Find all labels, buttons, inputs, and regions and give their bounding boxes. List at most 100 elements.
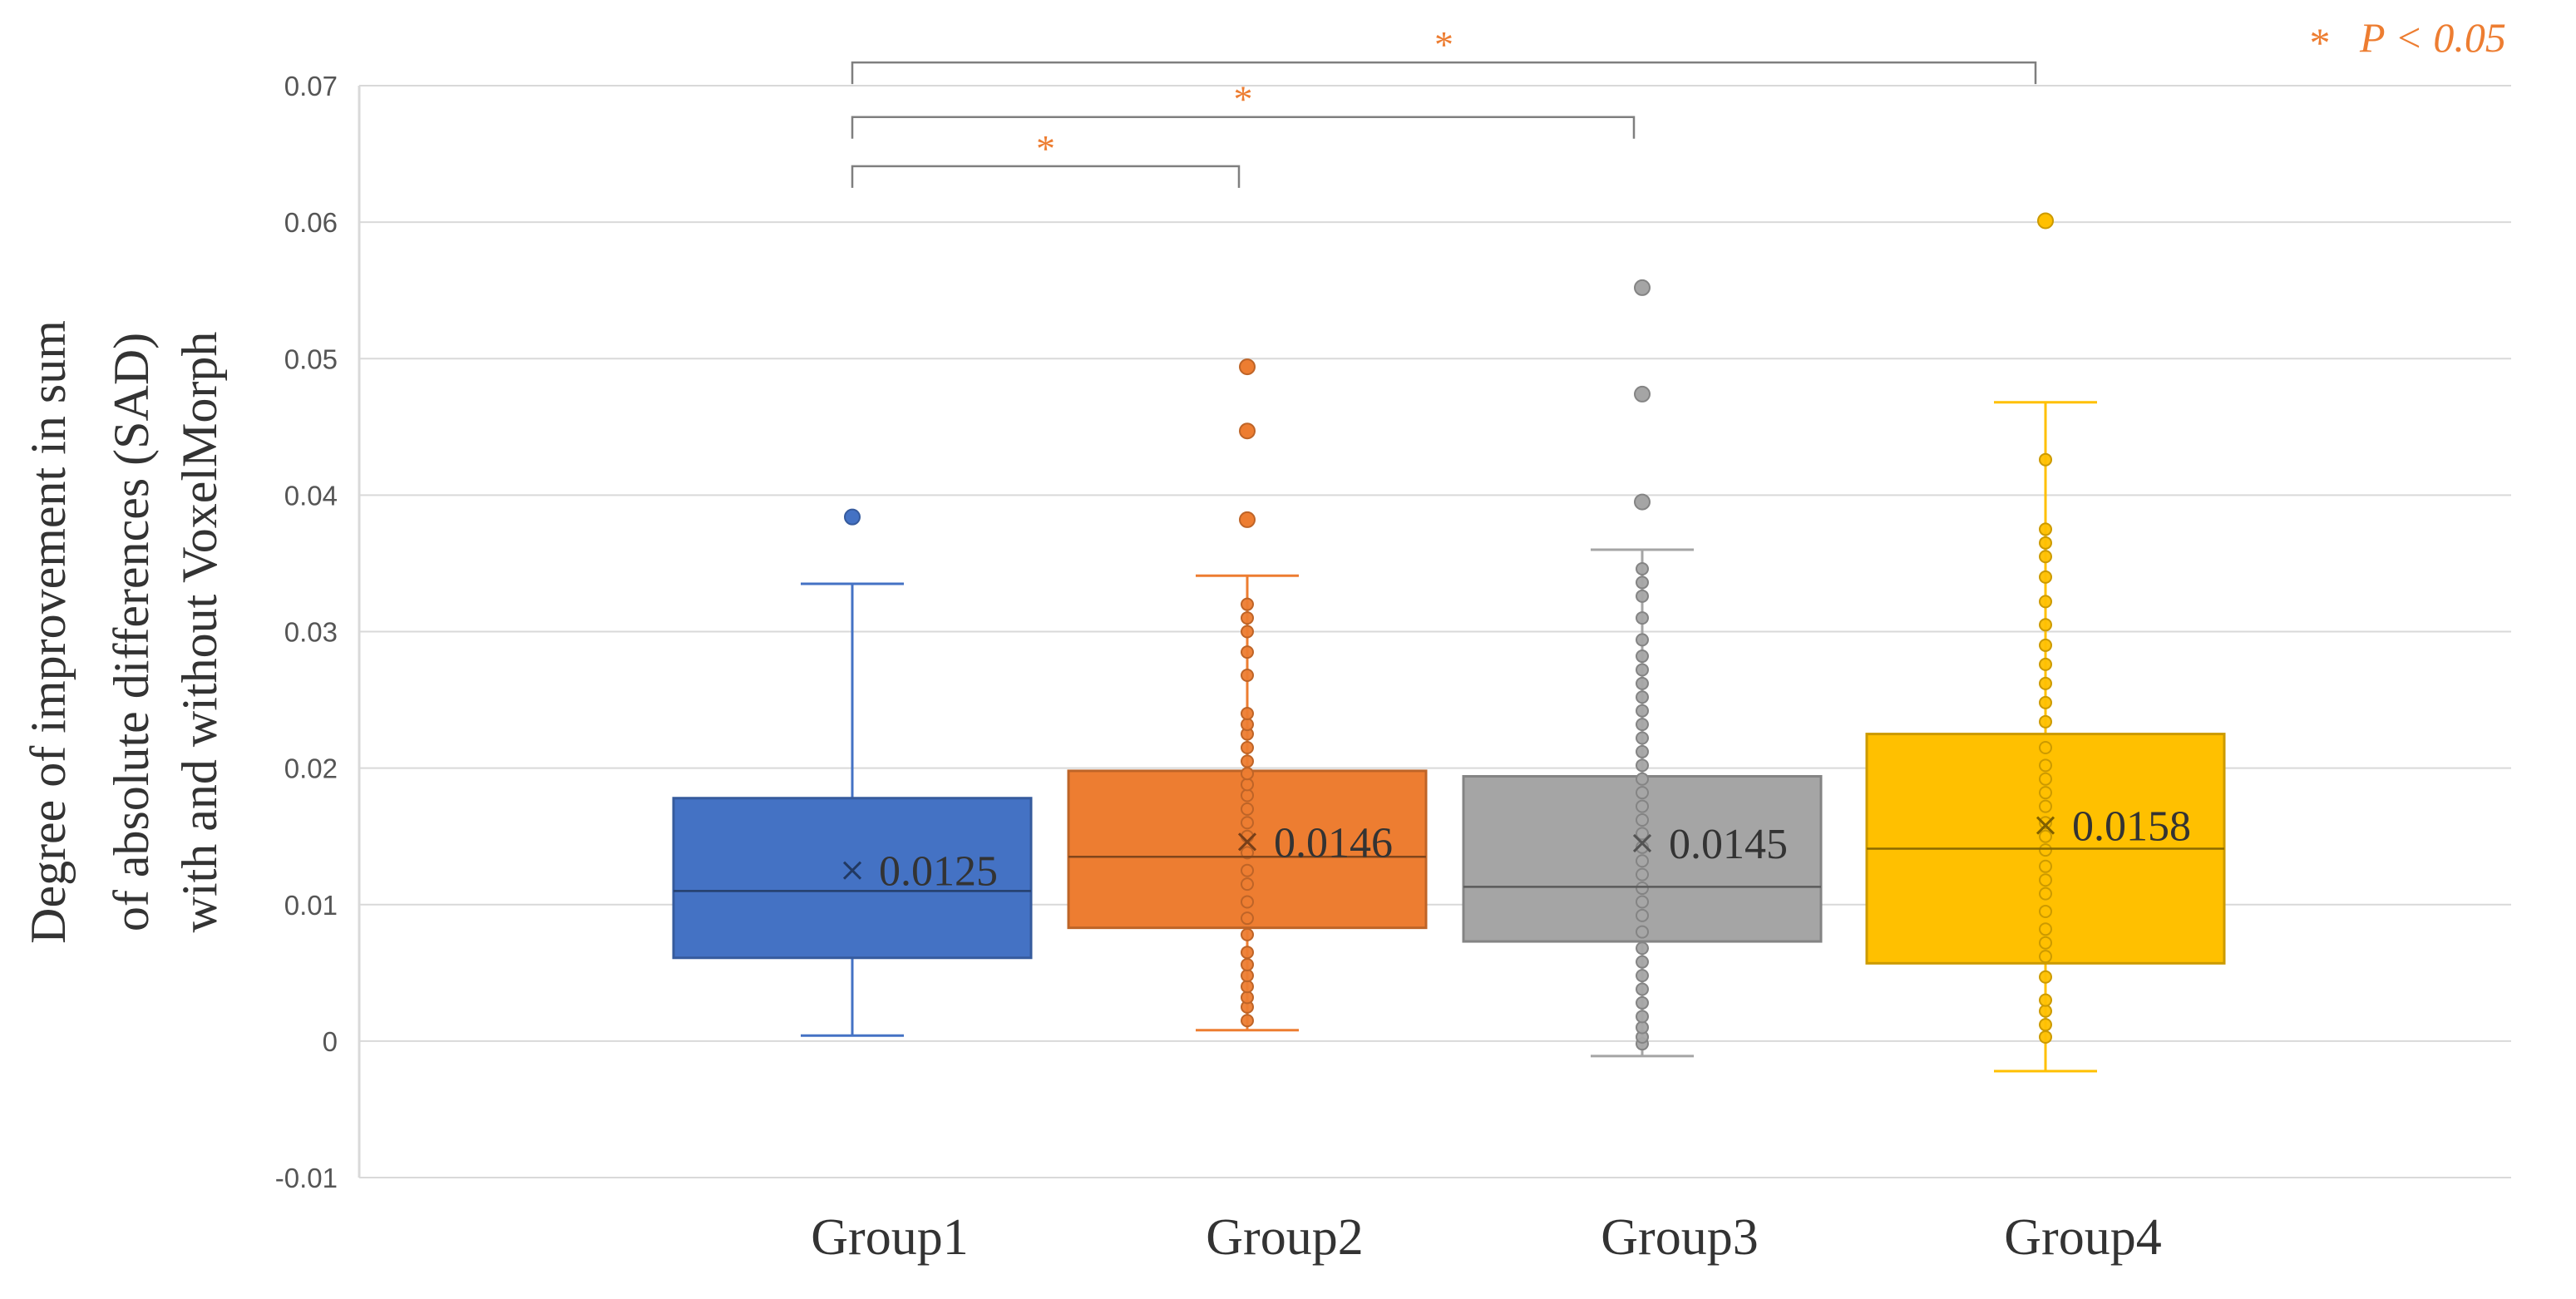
data-point: [2039, 452, 2052, 467]
data-point: [1241, 788, 1254, 803]
data-point: [2039, 595, 2052, 609]
data-point: [1636, 786, 1649, 800]
y-tick-label-1: 0: [323, 1026, 338, 1057]
legend-p-value: P < 0.05: [2359, 14, 2506, 61]
data-point: [2039, 950, 2052, 964]
mean-marker: [842, 861, 862, 880]
data-point: [1636, 941, 1649, 956]
significance-bracket-1: *: [851, 127, 1241, 188]
mean-marker-stroke-b: [2036, 816, 2055, 835]
data-point: [1636, 882, 1649, 896]
data-point: [1636, 758, 1649, 773]
data-point: [1241, 1014, 1254, 1028]
data-point: [2039, 873, 2052, 887]
data-point: [2039, 786, 2052, 800]
data-point: [2039, 676, 2052, 690]
x-category-labels: Group1 Group2 Group3 Group4: [811, 1209, 2161, 1266]
significance-bracket-2: *: [851, 78, 1636, 139]
data-point: [1241, 669, 1254, 683]
data-point: [1241, 625, 1254, 639]
x-category-label-group3: Group3: [1601, 1209, 1758, 1266]
bracket-line: [851, 61, 2037, 85]
data-point: [1636, 611, 1649, 625]
data-point: [1241, 927, 1254, 941]
data-point: [1636, 1010, 1649, 1024]
data-point: [1636, 650, 1649, 664]
data-point: [1636, 982, 1649, 996]
data-point: [1241, 778, 1254, 792]
data-point: [2039, 570, 2052, 584]
data-point: [1636, 812, 1649, 827]
data-point: [1241, 957, 1254, 971]
data-point: [1636, 575, 1649, 590]
data-point: [2039, 550, 2052, 564]
data-point: [1241, 767, 1254, 781]
data-point: [1636, 663, 1649, 677]
data-point: [2039, 970, 2052, 984]
data-point: [2039, 638, 2052, 652]
data-point: [2039, 859, 2052, 873]
data-point: [2039, 922, 2052, 936]
y-axis-label-line-2: of absolute differences (SAD): [104, 333, 159, 931]
outlier-point: [1239, 422, 1256, 440]
mean-marker-stroke-b: [842, 861, 862, 880]
y-tick-label-2: 0.01: [284, 890, 338, 921]
data-point: [1241, 816, 1254, 830]
y-gridlines: [359, 85, 2511, 1178]
data-point: [1636, 731, 1649, 745]
data-point: [1636, 718, 1649, 732]
data-point: [2039, 887, 2052, 901]
data-point: [1636, 955, 1649, 969]
data-point: [2039, 522, 2052, 536]
data-point: [1241, 990, 1254, 1005]
outlier-point: [1239, 511, 1256, 528]
outlier-point: [2037, 212, 2054, 230]
data-point: [1636, 995, 1649, 1010]
data-point: [1241, 969, 1254, 983]
data-point: [1636, 676, 1649, 690]
mean-marker: [2036, 816, 2055, 835]
data-point: [1636, 867, 1649, 882]
data-point: [1241, 863, 1254, 877]
data-point: [2039, 816, 2052, 830]
iqr-box: [672, 797, 1033, 960]
data-point: [1636, 969, 1649, 983]
y-tick-label-4: 0.03: [284, 617, 338, 648]
bracket-line: [851, 116, 1636, 139]
data-point: [2039, 695, 2052, 709]
data-point: [2039, 799, 2052, 813]
data-point: [1636, 704, 1649, 718]
data-point: [2039, 536, 2052, 550]
data-point: [1636, 827, 1649, 841]
data-point: [1241, 895, 1254, 909]
outlier-point: [1634, 385, 1651, 403]
data-point: [2039, 936, 2052, 950]
mean-label: 0.0145: [1669, 821, 1788, 868]
data-point: [1241, 645, 1254, 659]
data-point: [1636, 908, 1649, 922]
data-point: [1241, 980, 1254, 994]
data-point: [2039, 741, 2052, 755]
box-group-group4: 0.0158: [1865, 212, 2226, 1073]
box-group-group3: 0.0145: [1462, 279, 1823, 1058]
data-point: [2039, 714, 2052, 729]
data-point: [1241, 706, 1254, 720]
box-group-group1: 0.0125: [672, 508, 1033, 1037]
significance-star: *: [1434, 23, 1453, 66]
data-point: [2039, 1030, 2052, 1044]
y-tick-label-3: 0.02: [284, 753, 338, 784]
y-axis-label-line-3: with and without VoxelMorph: [172, 332, 227, 933]
mean-label: 0.0125: [879, 848, 998, 896]
box-group-group2: 0.0146: [1067, 358, 1428, 1032]
data-point: [1636, 633, 1649, 647]
data-point: [1636, 854, 1649, 868]
data-point: [2039, 772, 2052, 786]
outlier-point: [844, 508, 861, 526]
y-axis-label-line-1: Degree of improvement in sum: [21, 320, 76, 944]
data-point: [2039, 1004, 2052, 1018]
y-tick-label-0: -0.01: [275, 1163, 338, 1193]
data-point: [1241, 741, 1254, 755]
data-point: [2039, 758, 2052, 773]
box-series: 0.0125 0.0146 0.0145 0.0158: [672, 212, 2226, 1073]
data-point: [1636, 799, 1649, 813]
